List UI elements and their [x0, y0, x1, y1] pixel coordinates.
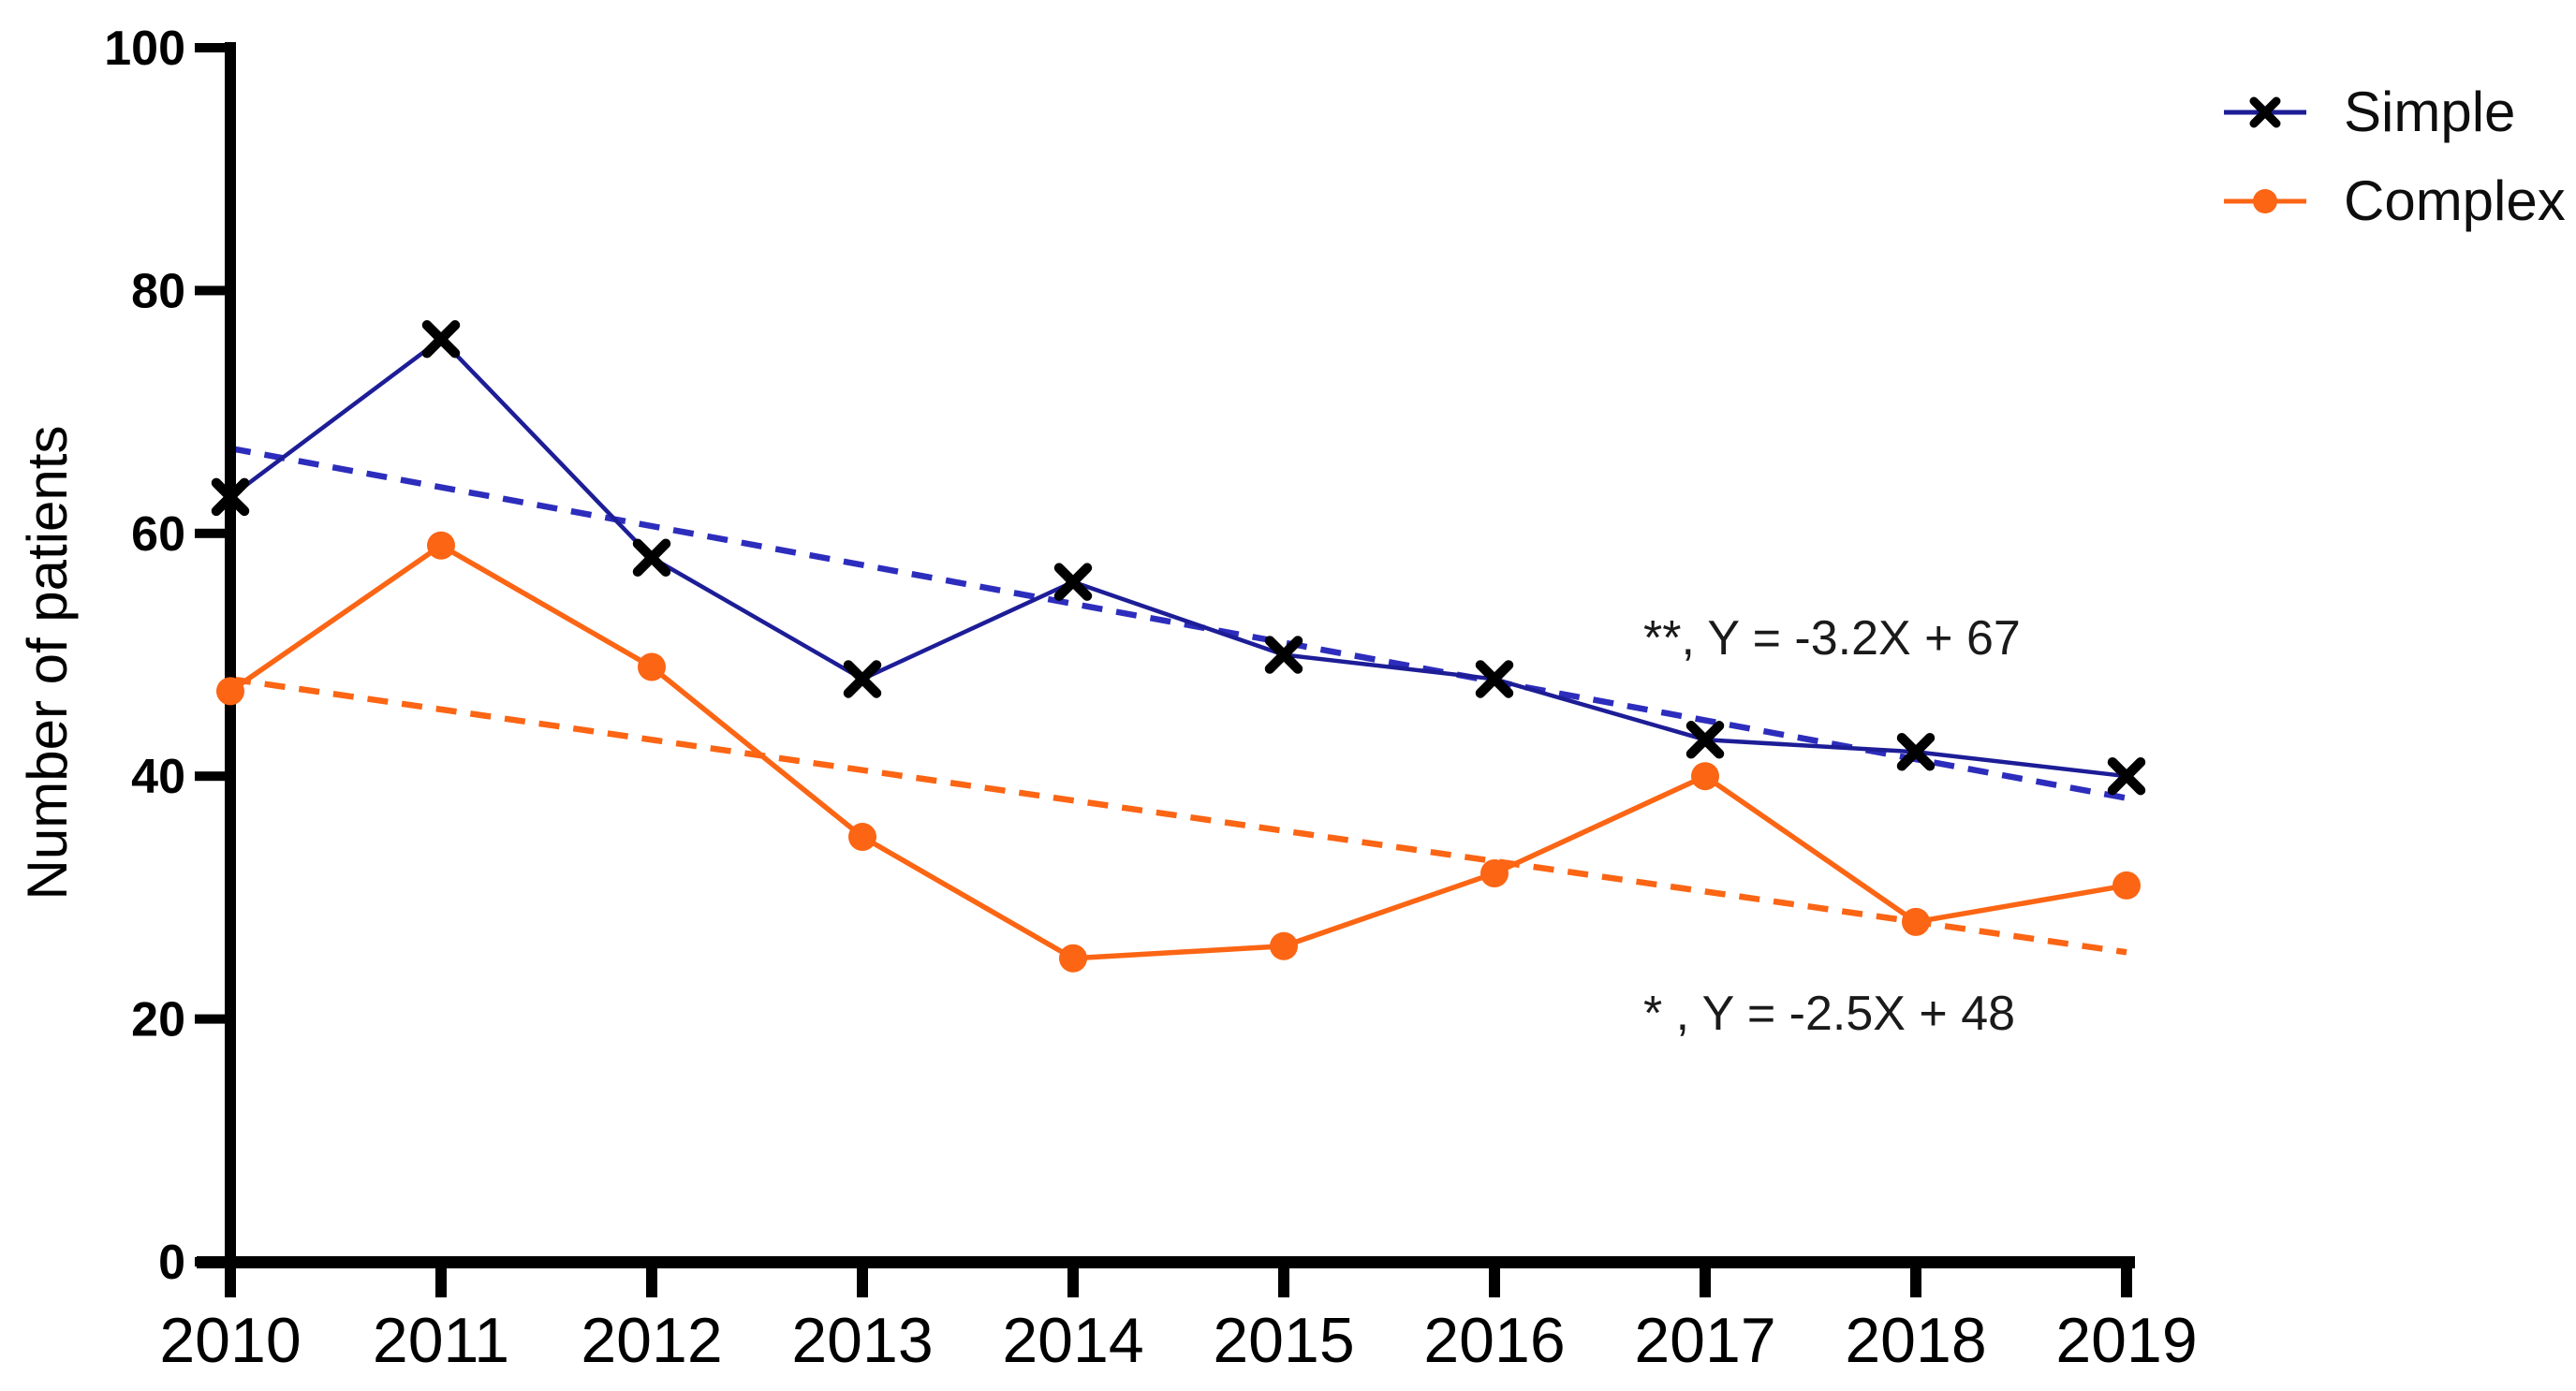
complex-dot-marker [1691, 762, 1719, 791]
simple-x-marker [421, 320, 461, 359]
y-tick-label: 100 [104, 22, 185, 76]
y-tick-label: 60 [131, 507, 185, 562]
x-tick [1489, 1262, 1500, 1297]
legend-item-complex: Complex [2224, 156, 2566, 245]
x-tick [646, 1262, 657, 1297]
x-tick-label: 2017 [1634, 1305, 1775, 1376]
x-tick-label: 2011 [373, 1305, 509, 1376]
x-tick-label: 2018 [1845, 1305, 1986, 1376]
y-tick-label: 0 [158, 1236, 185, 1290]
simple-x-marker [2107, 756, 2146, 796]
simple-x-marker [1896, 733, 1936, 771]
simple-series-key-icon [2224, 94, 2306, 131]
legend-item-simple: Simple [2224, 67, 2566, 156]
x-tick [1700, 1262, 1711, 1297]
simple-x-marker [843, 660, 882, 698]
x-tick [2121, 1262, 2132, 1297]
simple-x-marker [1264, 636, 1303, 674]
complex-series-line [228, 543, 2127, 961]
complex-trend-line [229, 676, 2127, 956]
legend-label-complex: Complex [2344, 169, 2566, 232]
complex-dot-marker [1902, 907, 1930, 936]
x-tick [435, 1262, 447, 1297]
y-tick [195, 286, 230, 296]
legend: Simple Complex [2224, 67, 2566, 245]
complex-dot-marker [638, 652, 666, 681]
complex-series-key-icon [2224, 183, 2306, 220]
x-tick [225, 1262, 236, 1297]
y-tick [195, 771, 230, 782]
simple-trend-equation: **, Y = -3.2X + 67 [1643, 611, 2021, 666]
complex-dot-marker [1270, 931, 1298, 960]
x-tick-label: 2014 [1002, 1305, 1143, 1376]
x-tick [1910, 1262, 1921, 1297]
legend-label-simple: Simple [2344, 81, 2516, 143]
x-tick-label: 2013 [791, 1305, 933, 1376]
y-axis-spine [225, 42, 236, 1267]
simple-series-line [228, 337, 2127, 779]
y-tick [195, 1257, 230, 1267]
complex-dot-marker [1480, 858, 1509, 887]
x-tick [857, 1262, 868, 1297]
y-tick [195, 1014, 230, 1024]
x-tick-label: 2015 [1213, 1305, 1354, 1376]
simple-x-marker [1475, 660, 1514, 698]
x-tick-label: 2019 [2055, 1305, 2197, 1376]
y-tick-label: 40 [131, 750, 185, 804]
simple-x-marker [1053, 563, 1093, 601]
y-tick [195, 43, 230, 52]
simple-x-marker [1685, 721, 1725, 759]
x-tick [1067, 1262, 1079, 1297]
complex-trend-equation: * , Y = -2.5X + 48 [1643, 987, 2016, 1041]
x-tick-label: 2012 [581, 1305, 722, 1376]
complex-dot-marker [427, 531, 455, 560]
x-tick [1278, 1262, 1289, 1297]
legend-line-x-icon [2224, 96, 2306, 127]
legend-line-dot-icon [2224, 188, 2306, 213]
complex-dot-marker [1059, 944, 1087, 973]
complex-dot-marker [2112, 871, 2141, 900]
complex-dot-marker [216, 677, 244, 706]
x-tick-label: 2016 [1423, 1305, 1565, 1376]
y-tick-label: 80 [131, 264, 185, 318]
y-tick-label: 20 [131, 993, 185, 1047]
x-tick-label: 2010 [159, 1305, 301, 1376]
y-tick [195, 528, 230, 538]
simple-trend-line [229, 445, 2127, 801]
complex-dot-marker [848, 823, 876, 852]
simple-x-marker [632, 538, 671, 577]
simple-x-marker [211, 477, 250, 517]
x-axis-line [197, 1256, 2135, 1268]
